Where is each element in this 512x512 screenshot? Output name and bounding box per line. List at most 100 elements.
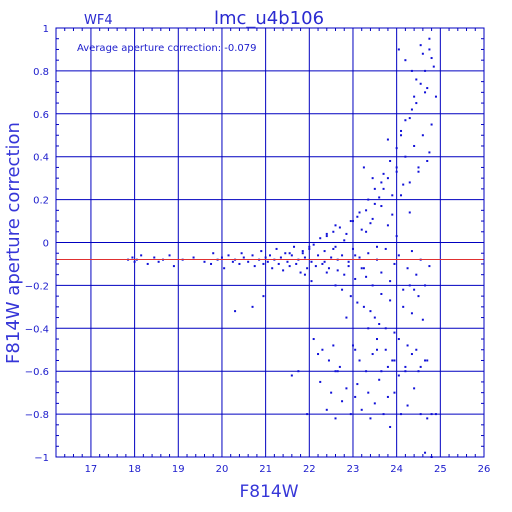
- data-point: [380, 181, 383, 184]
- data-point: [290, 254, 293, 257]
- data-point: [277, 262, 280, 265]
- data-point: [373, 402, 376, 405]
- data-point: [384, 348, 387, 351]
- data-point: [389, 280, 392, 283]
- y-tick-label: −0.4: [25, 324, 49, 335]
- data-point: [371, 177, 374, 180]
- data-point: [424, 284, 427, 287]
- data-point: [432, 65, 435, 68]
- data-point: [367, 327, 370, 330]
- y-tick-labels: 1 0.8 0.6 0.4 0.2 0 −0.2 −0.4 −0.6 −0.8 −1: [25, 24, 49, 464]
- data-point: [410, 312, 413, 315]
- data-point: [402, 288, 405, 291]
- average-correction-annotation: Average aperture correction: -0.079: [77, 43, 257, 54]
- data-point: [351, 344, 354, 347]
- data-point: [395, 147, 398, 150]
- data-point: [367, 391, 370, 394]
- data-point: [288, 265, 291, 268]
- data-point: [404, 155, 407, 158]
- data-point: [397, 374, 400, 377]
- data-point: [354, 254, 357, 257]
- data-point: [284, 252, 287, 255]
- data-point: [373, 187, 376, 190]
- data-point: [306, 267, 309, 270]
- data-point: [341, 400, 344, 403]
- data-point: [430, 413, 433, 416]
- data-point: [426, 359, 429, 362]
- data-point: [349, 220, 352, 223]
- data-point: [402, 183, 405, 186]
- data-point: [376, 245, 378, 248]
- data-point: [415, 348, 418, 351]
- data-point: [378, 378, 381, 381]
- data-point: [404, 365, 407, 368]
- data-point: [393, 331, 396, 334]
- data-point: [369, 417, 372, 420]
- data-point: [369, 310, 372, 313]
- x-axis-label: F814W: [239, 482, 298, 502]
- data-point: [408, 181, 411, 184]
- data-point: [378, 196, 381, 199]
- data-point: [421, 52, 424, 55]
- data-point: [400, 129, 403, 132]
- data-point: [290, 374, 293, 377]
- data-point: [406, 267, 409, 270]
- data-point: [306, 413, 309, 416]
- data-point: [434, 413, 437, 416]
- y-tick-label: −0.2: [25, 281, 49, 292]
- data-point: [386, 365, 389, 368]
- data-point: [391, 194, 394, 197]
- y-tick-label: 1: [43, 24, 49, 35]
- data-point: [354, 348, 357, 351]
- data-point: [146, 262, 149, 265]
- data-point: [312, 243, 315, 246]
- data-point: [347, 260, 350, 263]
- x-tick-label: 25: [434, 464, 447, 475]
- data-point: [371, 284, 374, 287]
- data-point: [308, 245, 311, 248]
- data-point: [400, 413, 403, 416]
- data-point: [386, 138, 389, 141]
- data-point: [210, 262, 213, 265]
- data-point: [419, 82, 422, 85]
- data-point: [410, 69, 413, 72]
- data-point: [408, 117, 411, 120]
- data-point: [351, 220, 354, 223]
- data-point: [299, 271, 302, 274]
- data-point: [327, 359, 330, 362]
- data-point: [424, 451, 427, 454]
- data-point: [404, 370, 407, 373]
- data-point: [223, 267, 226, 270]
- data-point: [417, 370, 420, 373]
- data-point: [334, 245, 337, 248]
- data-point: [406, 404, 409, 407]
- data-point: [266, 260, 269, 263]
- data-point: [356, 301, 359, 304]
- data-point: [389, 159, 392, 162]
- data-point: [192, 256, 195, 259]
- data-point: [301, 250, 304, 253]
- data-point: [319, 380, 322, 383]
- data-point: [336, 370, 339, 373]
- y-tick-label: 0: [43, 239, 49, 250]
- data-point: [419, 365, 422, 368]
- data-point: [251, 305, 254, 308]
- data-point: [295, 262, 298, 265]
- data-point: [410, 108, 413, 111]
- data-point: [373, 316, 376, 319]
- data-point: [341, 288, 344, 291]
- data-point: [220, 256, 223, 259]
- data-point: [380, 370, 383, 373]
- data-point: [334, 370, 337, 373]
- data-point: [286, 260, 289, 263]
- data-point: [338, 365, 341, 368]
- y-axis-label: F814W aperture correction: [3, 122, 24, 364]
- data-point: [391, 213, 394, 216]
- data-point: [380, 205, 383, 208]
- data-point: [386, 224, 389, 227]
- data-point: [389, 299, 392, 302]
- data-point: [153, 256, 156, 259]
- data-point: [172, 265, 175, 268]
- data-point: [410, 353, 413, 356]
- data-point: [417, 295, 420, 298]
